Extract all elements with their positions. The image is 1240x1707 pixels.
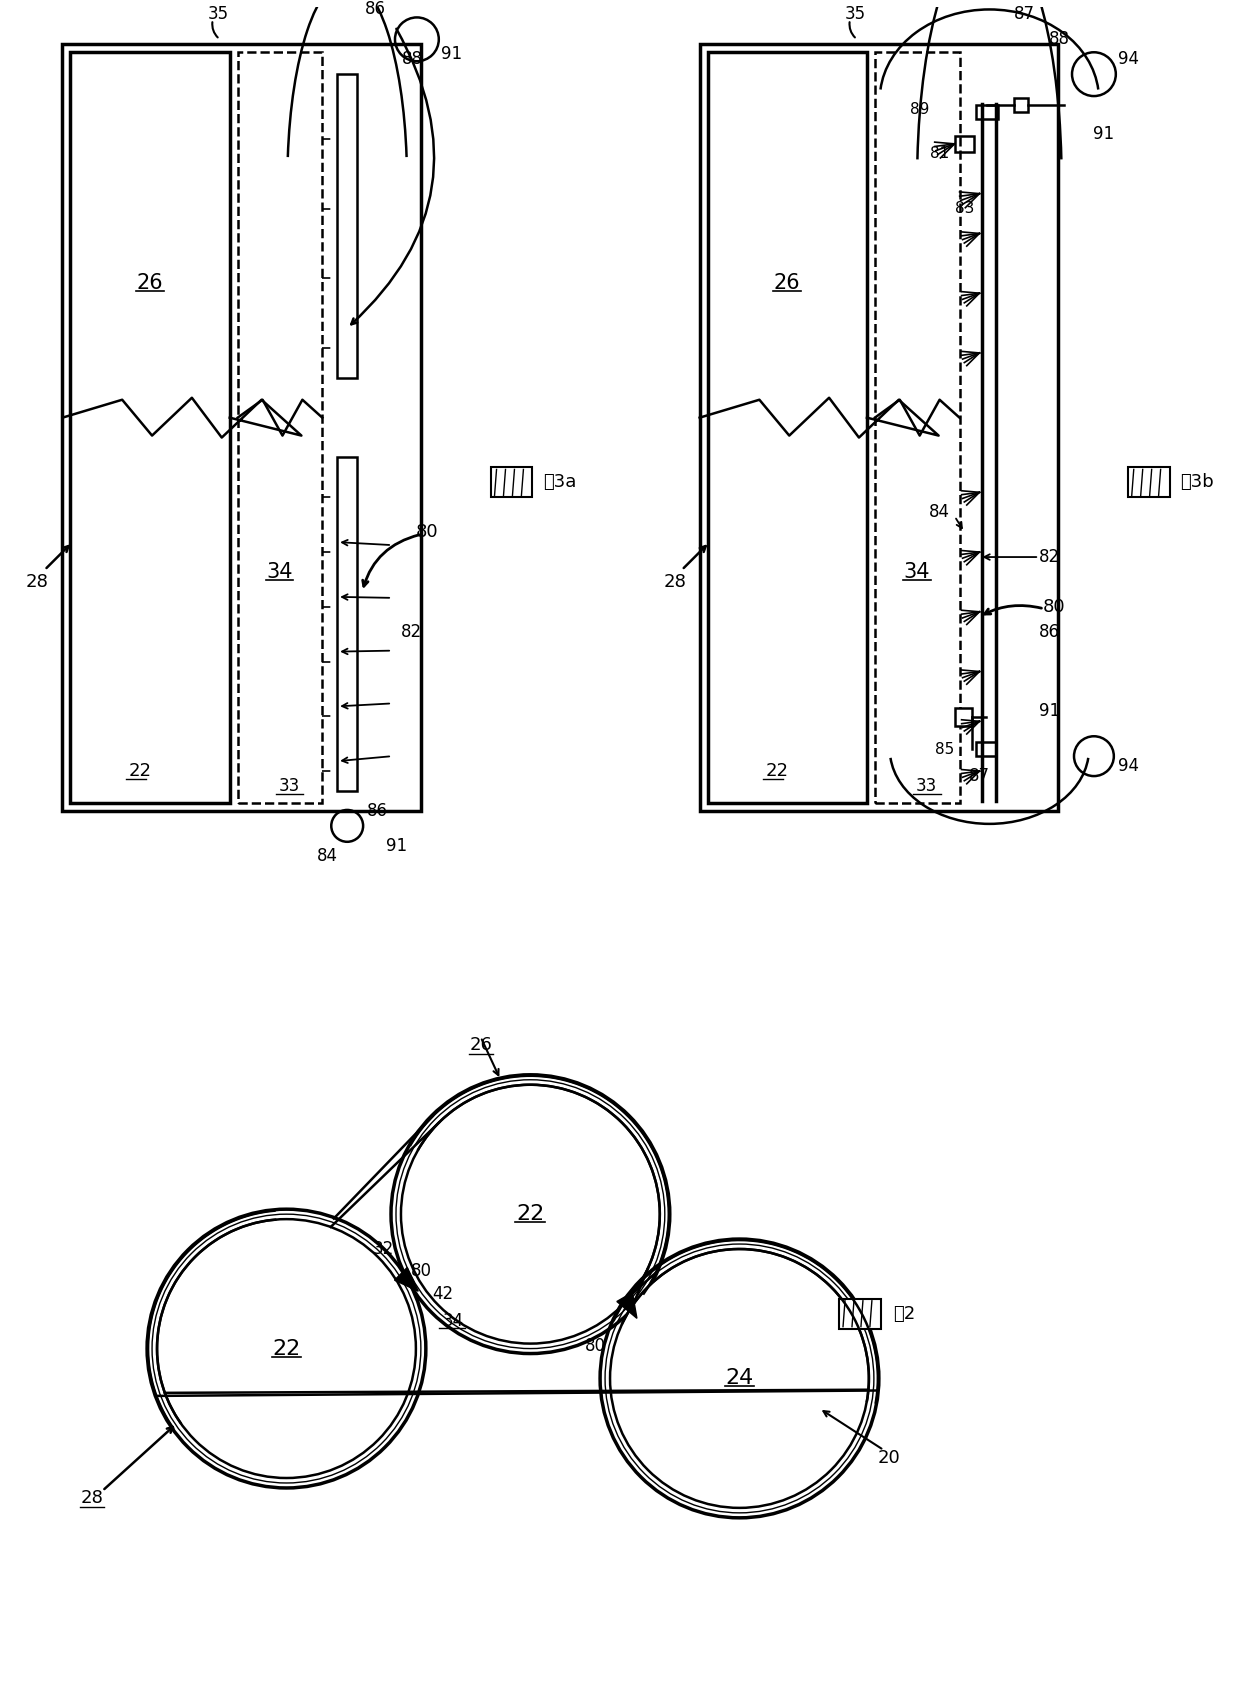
Polygon shape [394,1268,418,1290]
Text: 26: 26 [469,1036,492,1053]
Circle shape [610,1250,869,1507]
Text: 80: 80 [410,1263,432,1280]
Text: 26: 26 [774,273,801,294]
Text: 22: 22 [766,761,789,780]
Bar [238,53,322,802]
Text: 80: 80 [584,1337,605,1355]
Text: 94: 94 [1118,758,1140,775]
Text: 34: 34 [443,1313,464,1330]
Text: 89: 89 [910,101,929,116]
Text: 84: 84 [316,847,337,865]
Bar [1127,468,1169,497]
Text: 83: 83 [955,201,975,217]
Text: 88: 88 [402,50,423,68]
Text: 35: 35 [844,5,866,24]
Bar [708,53,867,802]
Text: 81: 81 [930,147,950,162]
Text: 88: 88 [1049,31,1070,48]
Text: 20: 20 [878,1449,900,1466]
Text: 图3b: 图3b [1180,473,1214,492]
Text: 82: 82 [1039,548,1060,567]
Circle shape [401,1084,660,1343]
Text: 80: 80 [415,522,438,541]
Text: 35: 35 [207,5,228,24]
Polygon shape [616,1292,637,1318]
Circle shape [157,1219,415,1478]
Text: 91: 91 [1094,125,1115,143]
Text: 34: 34 [267,562,293,582]
Text: 86: 86 [1039,623,1060,640]
Bar [491,468,532,497]
Text: 28: 28 [663,574,686,591]
Text: 28: 28 [26,574,50,591]
Text: 86: 86 [367,802,388,819]
Text: 87: 87 [1014,5,1034,24]
Text: 42: 42 [433,1285,454,1304]
Text: 22: 22 [129,761,151,780]
Text: 32: 32 [373,1239,394,1258]
Text: 80: 80 [1043,597,1065,616]
Text: 24: 24 [725,1369,754,1388]
Bar [839,1299,880,1328]
Bar [71,53,229,802]
Text: 图2: 图2 [893,1304,915,1323]
Text: 33: 33 [279,777,300,795]
Bar [337,457,357,790]
Text: 26: 26 [136,273,164,294]
Text: 图3a: 图3a [543,473,577,492]
Bar [976,106,998,119]
Bar [875,53,960,802]
Text: 91: 91 [441,46,463,63]
Text: 22: 22 [516,1203,544,1224]
Text: 28: 28 [81,1489,104,1507]
Bar [62,44,420,811]
Bar [955,708,972,725]
Text: 34: 34 [904,562,930,582]
Text: 85: 85 [935,743,955,756]
Bar [976,743,997,756]
Text: 91: 91 [1039,702,1060,720]
Text: 91: 91 [387,836,408,855]
Text: 84: 84 [929,504,950,521]
Text: 86: 86 [365,0,386,19]
Text: 82: 82 [402,623,423,640]
Bar [699,44,1058,811]
Text: 33: 33 [916,777,937,795]
Bar [337,73,357,377]
Text: 87: 87 [968,766,990,785]
Bar [1014,97,1028,113]
Text: 94: 94 [1118,50,1140,68]
Text: 22: 22 [273,1338,300,1359]
Bar [955,137,975,152]
